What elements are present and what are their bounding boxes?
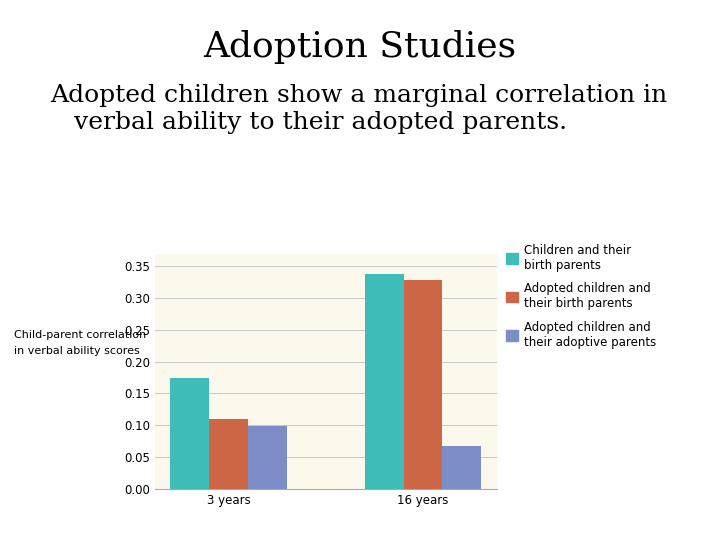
Bar — [210, 419, 248, 489]
Bar — [364, 274, 403, 489]
Text: Adoption Studies: Adoption Studies — [204, 30, 516, 64]
Bar — [248, 427, 287, 489]
Text: verbal ability to their adopted parents.: verbal ability to their adopted parents. — [50, 111, 567, 134]
Bar — [403, 280, 442, 489]
Legend: Children and their
birth parents, Adopted children and
their birth parents, Adop: Children and their birth parents, Adopte… — [506, 244, 656, 349]
Bar — [171, 377, 210, 489]
Text: Adopted children show a marginal correlation in: Adopted children show a marginal correla… — [50, 84, 667, 107]
Bar — [442, 446, 481, 489]
Text: in verbal ability scores: in verbal ability scores — [14, 346, 140, 356]
Text: Child-parent correlation: Child-parent correlation — [14, 330, 147, 340]
